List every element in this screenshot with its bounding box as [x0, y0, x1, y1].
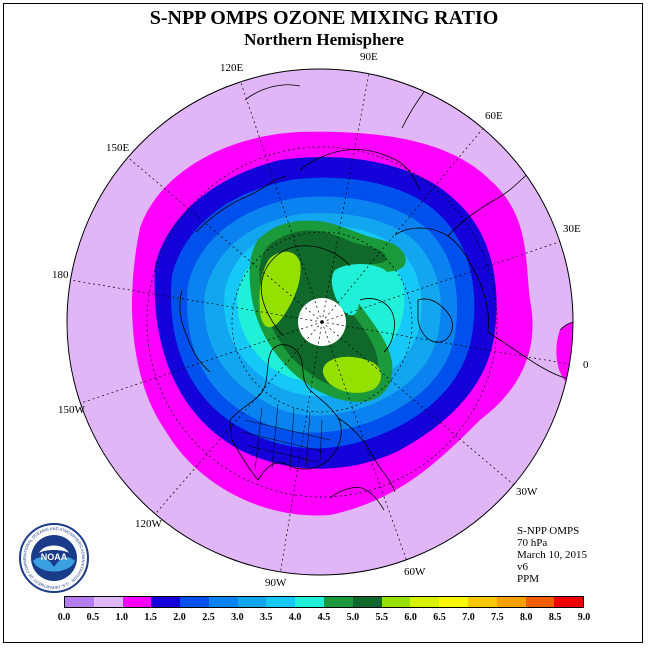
ozone-tongue-east: [331, 264, 389, 316]
color-scale-tick-label: 5.0: [346, 612, 360, 623]
color-swatch: [295, 597, 325, 607]
logo-wordmark: NOAA: [41, 552, 68, 562]
color-scale-tick-label: 5.5: [375, 612, 389, 623]
color-swatch: [122, 597, 152, 607]
ozone-band-5.5-6.0-west: [259, 251, 301, 328]
lon-label-150w: 150W: [58, 404, 85, 416]
color-scale-tick-label: 8.0: [519, 612, 533, 623]
lon-label-150e: 150E: [106, 142, 130, 154]
color-scale-tick-label: 3.5: [259, 612, 273, 623]
lon-label-30w: 30W: [516, 486, 538, 498]
color-scale-tick-label: 7.0: [462, 612, 475, 623]
color-swatch: [352, 597, 382, 607]
map-title: S-NPP OMPS OZONE MIXING RATIO: [149, 7, 499, 29]
color-scale-tick-label: 4.5: [317, 612, 331, 623]
color-scale-tick-label: 0.5: [86, 612, 100, 623]
color-swatch: [180, 597, 209, 607]
lon-label-0: 0: [583, 359, 589, 371]
lon-label-90w: 90W: [265, 577, 287, 589]
units-label: PPM: [517, 573, 540, 585]
color-scale-tick-label: 7.5: [491, 612, 504, 623]
color-swatch: [266, 597, 296, 607]
lon-label-90e: 90E: [360, 51, 378, 63]
graticule: [69, 69, 573, 575]
color-swatch: [381, 597, 411, 607]
instrument-name: S-NPP OMPS: [517, 525, 580, 537]
state-boundaries: [241, 403, 331, 471]
coastlines: [179, 84, 573, 511]
color-scale-tick-label: 8.5: [548, 612, 562, 623]
lon-label-60w: 60W: [404, 566, 426, 578]
observation-date: March 10, 2015: [517, 549, 587, 561]
color-swatch: [496, 597, 526, 607]
color-scale-tick-label: 1.5: [144, 612, 157, 623]
lon-label-30e: 30E: [563, 223, 581, 235]
color-scale-tick-label: 2.0: [173, 612, 186, 623]
color-scale-tick-label: 3.0: [231, 612, 244, 623]
lon-label-60e: 60E: [485, 110, 503, 122]
map-subtitle: Northern Hemisphere: [244, 30, 404, 49]
color-swatch: [525, 597, 555, 607]
lon-label-120e: 120E: [220, 62, 244, 74]
color-scale-tick-label: 6.0: [404, 612, 417, 623]
color-scale-tick-label: 4.0: [288, 612, 302, 623]
color-swatch: [324, 597, 353, 607]
map-frame: [3, 3, 643, 643]
map-boundary-circle: [66, 68, 574, 576]
ozone-bump-east: [556, 321, 573, 382]
color-swatch: [410, 597, 440, 607]
lon-label-120w: 120W: [135, 518, 162, 530]
color-scale-tick-label: 1.0: [115, 612, 129, 623]
lon-label-180: 180: [52, 269, 69, 281]
color-scale-tick-label: 2.5: [202, 612, 215, 623]
color-scale-bar: [64, 596, 584, 608]
data-version: v6: [517, 561, 528, 573]
noaa-logo: NOAA NATIONAL OCEANIC AND ATMOSPHERIC AD…: [19, 523, 89, 593]
color-swatch: [151, 597, 181, 607]
color-swatch: [467, 597, 497, 607]
color-swatch: [65, 597, 94, 607]
color-swatch: [554, 597, 584, 607]
color-swatch: [237, 597, 267, 607]
product-info: S-NPP OMPS 70 hPa March 10, 2015 v6 PPM: [517, 525, 587, 585]
color-swatch: [93, 597, 123, 607]
color-scale-tick-label: 6.5: [433, 612, 446, 623]
pressure-level: 70 hPa: [517, 537, 548, 549]
color-swatch: [208, 597, 238, 607]
color-scale-tick-label: 0.0: [57, 612, 71, 623]
color-swatch: [439, 597, 468, 607]
color-scale-tick-label: 9.0: [577, 612, 591, 623]
